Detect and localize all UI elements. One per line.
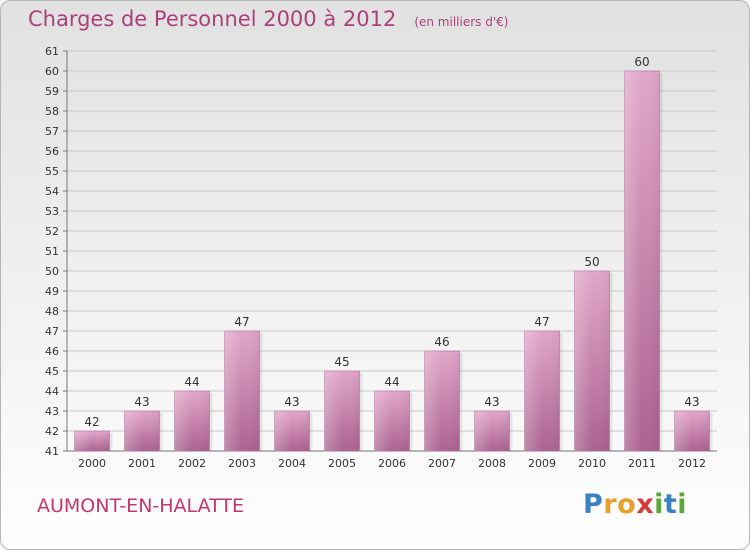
x-tick-label: 2001 <box>128 457 156 470</box>
logo-letter: i <box>654 489 664 520</box>
x-tick-label: 2007 <box>428 457 456 470</box>
bar-highlight <box>574 271 610 451</box>
bar-highlight <box>74 431 110 451</box>
y-tick-label: 57 <box>45 125 59 138</box>
y-tick-label: 50 <box>45 265 59 278</box>
bar-value-label: 44 <box>184 375 199 389</box>
bar-value-label: 44 <box>384 375 399 389</box>
logo-letter: r <box>603 489 618 520</box>
y-tick-label: 46 <box>45 345 59 358</box>
y-tick-label: 41 <box>45 445 59 458</box>
bar-value-label: 50 <box>584 255 599 269</box>
bar-highlight <box>374 391 410 451</box>
y-tick-label: 52 <box>45 225 59 238</box>
y-tick-label: 60 <box>45 65 59 78</box>
bar-highlight <box>624 71 660 451</box>
y-tick-label: 47 <box>45 325 59 338</box>
y-tick-label: 48 <box>45 305 59 318</box>
y-tick-label: 51 <box>45 245 59 258</box>
x-tick-label: 2008 <box>478 457 506 470</box>
x-tick-label: 2010 <box>578 457 606 470</box>
bar-highlight <box>674 411 710 451</box>
bar-highlight <box>424 351 460 451</box>
bar-highlight <box>524 331 560 451</box>
x-tick-label: 2011 <box>628 457 656 470</box>
logo-letter: x <box>636 489 655 520</box>
x-tick-label: 2006 <box>378 457 406 470</box>
y-tick-label: 42 <box>45 425 59 438</box>
bar-value-label: 43 <box>484 395 499 409</box>
bar-highlight <box>124 411 160 451</box>
bar-value-label: 46 <box>434 335 449 349</box>
bar-value-label: 43 <box>684 395 699 409</box>
x-tick-label: 2002 <box>178 457 206 470</box>
y-tick-label: 59 <box>45 85 59 98</box>
bar-highlight <box>174 391 210 451</box>
y-tick-label: 43 <box>45 405 59 418</box>
logo-letter: o <box>617 489 637 520</box>
bar-value-label: 47 <box>234 315 249 329</box>
y-tick-label: 44 <box>45 385 59 398</box>
chart-title: Charges de Personnel 2000 à 2012 (en mill… <box>28 7 508 31</box>
y-tick-label: 53 <box>45 205 59 218</box>
x-tick-label: 2009 <box>528 457 556 470</box>
data-labels: 42 2000 43 2001 44 2002 47 2003 43 2004 45 2005 44 20… <box>78 55 706 470</box>
logo-letter: P <box>583 489 604 520</box>
y-tick-label: 45 <box>45 365 59 378</box>
bar-value-label: 43 <box>134 395 149 409</box>
x-tick-label: 2012 <box>678 457 706 470</box>
x-tick-label: 2004 <box>278 457 306 470</box>
bar-highlight <box>224 331 260 451</box>
bar-highlight <box>274 411 310 451</box>
logo-letter: i <box>677 489 688 520</box>
x-tick-label: 2005 <box>328 457 356 470</box>
bar-value-label: 43 <box>284 395 299 409</box>
y-tick-label: 61 <box>45 45 59 58</box>
y-tick-label: 55 <box>45 165 59 178</box>
bar-highlight <box>324 371 360 451</box>
bar-value-label: 47 <box>534 315 549 329</box>
bar-value-label: 45 <box>334 355 349 369</box>
bar-highlight <box>474 411 510 451</box>
chart-subtitle: (en milliers d'€) <box>414 15 509 29</box>
chart-title-text: Charges de Personnel 2000 à 2012 <box>28 7 397 31</box>
commune-name: AUMONT-EN-HALATTE <box>37 495 244 517</box>
x-tick-label: 2003 <box>228 457 256 470</box>
bars <box>74 70 713 452</box>
proxiti-logo: Proxiti <box>583 489 687 520</box>
bar-value-label: 60 <box>634 55 649 69</box>
y-tick-label: 49 <box>45 285 59 298</box>
bar-value-label: 42 <box>84 415 99 429</box>
x-tick-label: 2000 <box>78 457 106 470</box>
y-tick-label: 54 <box>45 185 59 198</box>
y-tick-label: 58 <box>45 105 59 118</box>
y-tick-label: 56 <box>45 145 59 158</box>
logo-letter: t <box>663 489 678 520</box>
